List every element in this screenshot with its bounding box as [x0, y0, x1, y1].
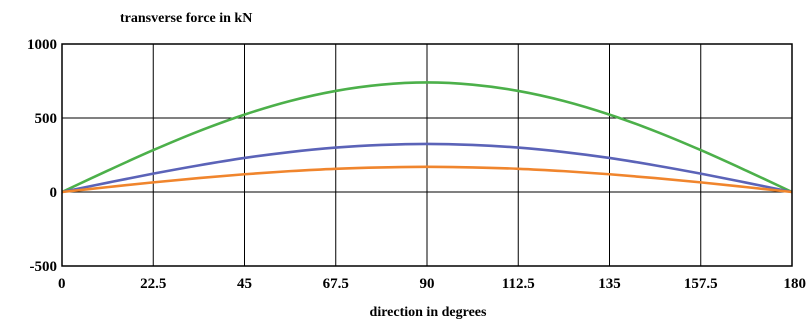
x-axis-label: direction in degrees: [370, 305, 487, 320]
y-tick-label: 1000: [27, 37, 57, 53]
series-line-2: [61, 142, 793, 194]
x-tick-label: 45: [237, 276, 252, 292]
x-tick-label: 180: [784, 276, 807, 292]
x-tick-label: 67.5: [323, 276, 349, 292]
x-tick-label: 90: [420, 276, 435, 292]
y-axis: -500 0 500 1000: [27, 37, 57, 275]
series-line-3: [61, 165, 793, 194]
series-group: [61, 81, 793, 194]
x-tick-label: 135: [598, 276, 621, 292]
y-tick-label: 500: [35, 111, 58, 127]
x-tick-label: 0: [58, 276, 66, 292]
chart-title: transverse force in kN: [120, 11, 252, 26]
x-tick-label: 22.5: [140, 276, 166, 292]
y-tick-label: -500: [30, 259, 58, 275]
x-tick-label: 157.5: [684, 276, 718, 292]
x-axis: 0 22.5 45 67.5 90 112.5 135 157.5 180: [58, 276, 806, 292]
plot-frame: [61, 43, 793, 267]
series-line-1: [61, 81, 793, 194]
x-tick-label: 112.5: [502, 276, 535, 292]
y-tick-label: 0: [50, 185, 58, 201]
grid: [61, 43, 793, 267]
